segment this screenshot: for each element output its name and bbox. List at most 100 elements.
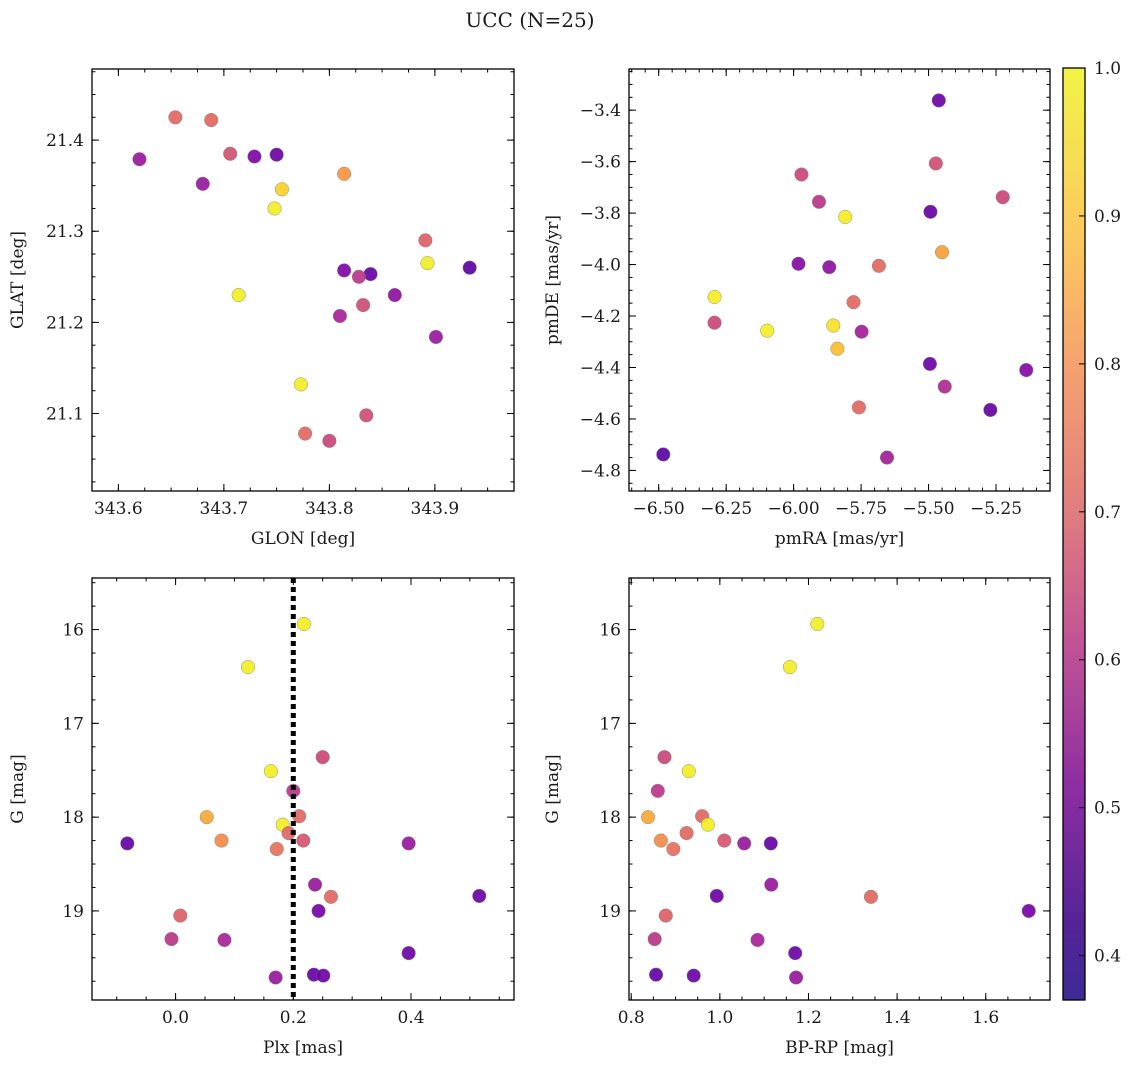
x-axis-label: pmRA [mas/yr]	[775, 529, 904, 549]
data-point	[359, 408, 374, 423]
data-point	[647, 932, 662, 947]
x-axis-label: BP-RP [mag]	[785, 1038, 894, 1058]
data-point	[935, 245, 950, 260]
data-point	[851, 400, 866, 415]
y-tick-label: 21.1	[46, 405, 84, 425]
data-point	[1019, 363, 1034, 378]
data-point	[204, 113, 219, 128]
data-point	[707, 315, 722, 330]
data-point	[717, 833, 732, 848]
data-point	[764, 877, 779, 892]
data-point	[267, 201, 282, 216]
data-point	[214, 833, 229, 848]
data-point	[854, 324, 869, 339]
axes-frame	[628, 68, 1051, 492]
y-tick-label: 21.2	[46, 313, 84, 333]
data-point	[1021, 903, 1036, 918]
panel-3: 0.0 0.2 0.4 16 17 18 19 Plx [mas] G [mag]	[8, 577, 515, 1058]
x-tick-label: 343.9	[411, 499, 460, 519]
data-point	[401, 946, 416, 961]
data-point	[263, 764, 278, 779]
colorbar-frame	[1062, 67, 1086, 1001]
data-point	[199, 810, 214, 825]
x-tick-label: −5.25	[970, 499, 1022, 519]
y-tick-label: 18	[599, 808, 621, 828]
data-point	[686, 968, 701, 983]
data-point	[983, 402, 998, 417]
axes-frame	[91, 577, 515, 1001]
data-point	[846, 295, 861, 310]
data-point	[472, 888, 487, 903]
colorbar-tick-label: 1.0	[1094, 59, 1121, 79]
y-tick-label: 19	[62, 902, 84, 922]
data-point	[401, 836, 416, 851]
data-point	[666, 842, 681, 857]
y-tick-label: −4.4	[580, 358, 621, 378]
data-point	[247, 149, 262, 164]
data-point	[679, 826, 694, 841]
y-axis-label: G [mag]	[543, 754, 563, 823]
data-point	[269, 147, 284, 162]
colorbar: 0.4 0.5 0.6 0.7 0.8 0.9 1.0	[1062, 59, 1121, 1001]
data-point	[173, 908, 188, 923]
x-tick-label: 343.6	[94, 499, 143, 519]
data-point	[750, 932, 765, 947]
y-tick-label: −3.4	[580, 101, 621, 121]
y-tick-label: −4.2	[580, 307, 621, 327]
data-point	[789, 970, 804, 985]
data-point	[826, 318, 841, 333]
y-tick-label: −4.6	[580, 410, 621, 430]
data-point	[356, 298, 371, 313]
x-tick-label: −5.50	[903, 499, 955, 519]
data-point	[709, 888, 724, 903]
y-tick-label: 21.4	[46, 131, 84, 151]
data-point	[928, 156, 943, 171]
data-point	[195, 176, 210, 191]
colorbar-tick-label: 0.4	[1094, 947, 1121, 967]
data-point	[269, 842, 284, 857]
y-tick-label: −3.6	[580, 153, 621, 173]
x-tick-label: −6.50	[633, 499, 685, 519]
data-point	[217, 932, 232, 947]
data-point	[164, 932, 179, 947]
data-point	[782, 660, 797, 675]
data-point	[296, 616, 311, 631]
x-tick-label: 1.0	[706, 1008, 733, 1028]
x-tick-label: −5.75	[835, 499, 887, 519]
data-point	[316, 968, 331, 983]
data-point	[931, 93, 946, 108]
data-point	[293, 377, 308, 392]
y-tick-label: 16	[599, 621, 621, 641]
data-point	[923, 204, 938, 219]
data-point	[311, 903, 326, 918]
x-tick-label: 0.8	[618, 1008, 645, 1028]
data-point	[681, 764, 696, 779]
data-point	[863, 889, 878, 904]
data-point	[788, 946, 803, 961]
data-point	[428, 329, 443, 344]
data-point	[462, 260, 477, 275]
panel-2: −6.50 −6.25 −6.00 −5.75 −5.50 −5.25 −4.8 −4.6 −4…	[543, 68, 1051, 549]
data-point	[656, 447, 671, 462]
panel-4: 0.8 1.0 1.2 1.4 1.6 16 17 18 19 BP-RP [mag] G [mag…	[543, 577, 1051, 1058]
x-axis-label: Plx [mas]	[263, 1038, 343, 1058]
data-point	[760, 323, 775, 338]
y-axis-label: pmDE [mas/yr]	[543, 215, 563, 345]
colorbar-tick-label: 0.8	[1094, 355, 1121, 375]
data-point	[737, 836, 752, 851]
colorbar-tick-label: 0.5	[1094, 799, 1121, 819]
data-point	[274, 182, 289, 197]
x-tick-label: 0.2	[280, 1008, 307, 1028]
data-point	[810, 616, 825, 631]
colorbar-tick-label: 0.6	[1094, 651, 1121, 671]
data-point	[995, 190, 1010, 205]
data-point	[120, 836, 135, 851]
data-point	[168, 110, 183, 125]
data-point	[811, 194, 826, 209]
data-point	[871, 258, 886, 273]
data-point	[351, 269, 366, 284]
data-point	[937, 379, 952, 394]
x-tick-label: 0.0	[162, 1008, 189, 1028]
data-point	[838, 209, 853, 224]
